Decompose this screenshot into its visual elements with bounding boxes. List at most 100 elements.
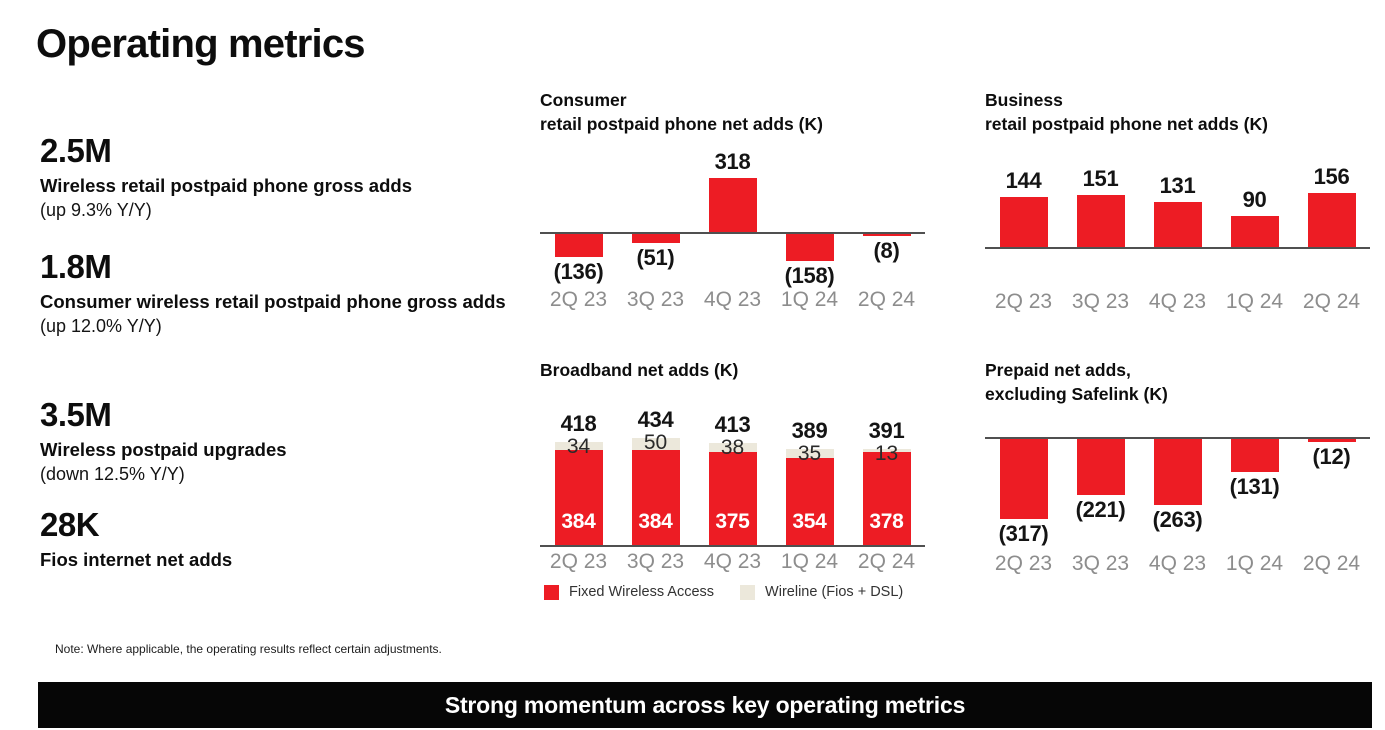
chart-plot: 418 34 384 434 50 384 413 38 375 389 35 354 391 13 378: [540, 400, 925, 550]
bar: [1307, 439, 1356, 442]
chart-title-line: retail postpaid phone net adds (K): [985, 114, 1268, 135]
chart-title: Broadband net adds (K): [540, 358, 925, 382]
bar-value-label: (136): [553, 259, 604, 284]
chart-business-net-adds: Business retail postpaid phone net adds (…: [985, 88, 1370, 320]
bar-value-label: 151: [1082, 166, 1119, 191]
legend-item: Wireline (Fios + DSL): [740, 584, 903, 600]
x-axis-tick-label: 2Q 23: [994, 290, 1053, 313]
metric-wireless-gross-adds: 2.5M Wireless retail postpaid phone gros…: [40, 132, 520, 222]
wireline-segment: [631, 438, 680, 450]
bar: [1153, 439, 1202, 505]
x-axis-line: [985, 437, 1370, 439]
bar-value-label: 318: [714, 149, 751, 174]
x-axis-line: [540, 545, 925, 547]
x-axis-tick-label: 3Q 23: [626, 288, 685, 311]
bar-total-label: 391: [868, 418, 905, 443]
chart-prepaid-net-adds: Prepaid net adds, excluding Safelink (K) …: [985, 358, 1370, 598]
x-axis-tick-label: 4Q 23: [1148, 552, 1207, 575]
bar: [999, 197, 1048, 247]
x-axis-tick-label: 4Q 23: [703, 288, 762, 311]
bar-value-label: (317): [998, 521, 1049, 546]
footer-banner: Strong momentum across key operating met…: [38, 682, 1372, 728]
chart-x-axis-labels: 2Q 23 3Q 23 4Q 23 1Q 24 2Q 24: [985, 290, 1370, 314]
bar-value-label: (263): [1152, 507, 1203, 532]
metric-label: Wireless retail postpaid phone gross add…: [40, 174, 412, 196]
wireline-value-label: 38: [720, 436, 745, 459]
wireline-value-label: 50: [643, 431, 668, 454]
bar: [1153, 202, 1202, 247]
x-axis-tick-label: 2Q 24: [857, 550, 916, 573]
x-axis-tick-label: 2Q 23: [549, 550, 608, 573]
bar: [1230, 439, 1279, 472]
wireline-segment: [708, 443, 757, 452]
metric-label: Wireless postpaid upgrades: [40, 438, 287, 460]
chart-title-line: excluding Safelink (K): [985, 384, 1168, 405]
bar-value-label: (158): [784, 263, 835, 288]
bar-value-label: 90: [1242, 187, 1267, 212]
bar-total-label: 413: [714, 412, 751, 437]
bar-value-label: (131): [1229, 474, 1280, 499]
bar: [631, 234, 680, 243]
metric-value: 28K: [40, 506, 100, 543]
metric-label: Consumer wireless retail postpaid phone …: [40, 290, 506, 312]
x-axis-tick-label: 3Q 23: [1071, 290, 1130, 313]
legend-item: Fixed Wireless Access: [544, 584, 714, 600]
metric-change: (up 9.3% Y/Y): [40, 199, 152, 220]
x-axis-tick-label: 1Q 24: [1225, 552, 1284, 575]
bar-value-label: (8): [873, 238, 900, 263]
chart-plot: (136) (51) 318 (158) (8): [540, 150, 925, 302]
bar: [785, 234, 834, 261]
chart-broadband-net-adds: Broadband net adds (K) 418 34 384 434 50 384 4…: [540, 358, 925, 620]
fixed-wireless-value-label: 378: [869, 510, 904, 533]
wireline-value-label: 35: [797, 442, 822, 465]
footer-text: Strong momentum across key operating met…: [444, 691, 966, 718]
chart-title-line: Consumer: [540, 90, 627, 110]
bar: [999, 439, 1048, 519]
bar-value-label: 156: [1313, 164, 1350, 189]
chart-title-line: retail postpaid phone net adds (K): [540, 114, 823, 135]
chart-plot: (317) (221) (263) (131) (12): [985, 425, 1370, 550]
chart-title-line: Business: [985, 90, 1063, 110]
chart-title: Business retail postpaid phone net adds (…: [985, 88, 1370, 136]
x-axis-tick-label: 1Q 24: [1225, 290, 1284, 313]
fixed-wireless-value-label: 384: [561, 510, 596, 533]
fixed-wireless-segment: [708, 452, 757, 545]
bar: [1230, 216, 1279, 247]
chart-consumer-net-adds: Consumer retail postpaid phone net adds (…: [540, 88, 925, 320]
chart-title-line: Prepaid net adds,: [985, 360, 1131, 380]
x-axis-tick-label: 1Q 24: [780, 550, 839, 573]
bar: [1076, 439, 1125, 495]
bar: [1307, 193, 1356, 247]
chart-plot: 144 151 131 90 156: [985, 150, 1370, 302]
legend-label: Wireline (Fios + DSL): [765, 584, 904, 600]
bar: [1076, 195, 1125, 247]
metric-value: 2.5M: [40, 132, 112, 169]
metric-value: 3.5M: [40, 396, 112, 433]
x-axis-tick-label: 1Q 24: [780, 288, 839, 311]
metric-label: Fios internet net adds: [40, 548, 233, 570]
metric-fios-net-adds: 28K Fios internet net adds: [40, 506, 520, 573]
x-axis-tick-label: 3Q 23: [1071, 552, 1130, 575]
bar: [862, 234, 911, 236]
x-axis-line: [985, 247, 1370, 249]
fixed-wireless-segment: [785, 458, 834, 545]
metric-change: (up 12.0% Y/Y): [40, 315, 162, 336]
fixed-wireless-value-label: 375: [715, 510, 750, 533]
chart-legend: Fixed Wireless Access Wireline (Fios + DS…: [544, 584, 903, 600]
fixed-wireless-segment: [631, 450, 680, 545]
chart-title: Consumer retail postpaid phone net adds (…: [540, 88, 925, 136]
x-axis-tick-label: 4Q 23: [1148, 290, 1207, 313]
x-axis-tick-label: 4Q 23: [703, 550, 762, 573]
bar-total-label: 389: [791, 418, 828, 443]
wireline-segment: [554, 442, 603, 450]
bar-value-label: (12): [1312, 444, 1351, 469]
legend-swatch: [740, 584, 756, 600]
x-axis-line: [540, 232, 925, 234]
chart-title: Prepaid net adds, excluding Safelink (K): [985, 358, 1370, 406]
fixed-wireless-segment: [862, 452, 911, 545]
wireline-segment: [785, 449, 834, 458]
wireline-value-label: 34: [566, 435, 591, 458]
wireline-value-label: 13: [874, 442, 899, 465]
bar-value-label: (221): [1075, 497, 1126, 522]
